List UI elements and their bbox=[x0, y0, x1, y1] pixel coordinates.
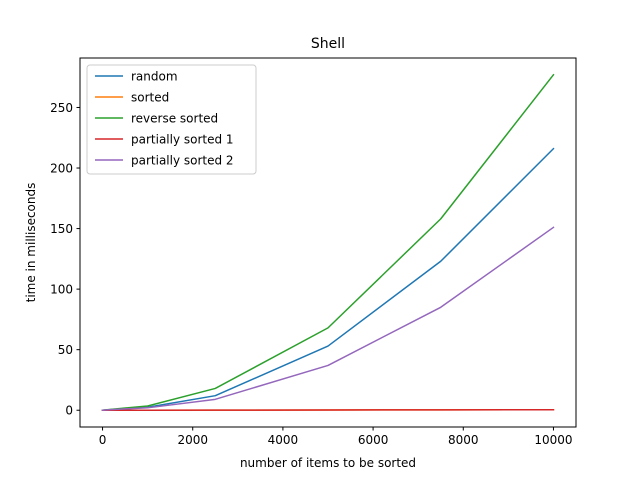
y-tick-label: 250 bbox=[50, 101, 73, 115]
legend-label: partially sorted 1 bbox=[131, 133, 234, 147]
chart-title: Shell bbox=[311, 36, 345, 52]
legend-label: sorted bbox=[131, 91, 169, 105]
legend-box bbox=[86, 64, 257, 175]
y-axis-label: time in milliseconds bbox=[24, 183, 38, 303]
y-axis-ticks: 0 50 100 150 200 250 bbox=[50, 101, 80, 418]
y-tick-label: 200 bbox=[50, 162, 73, 176]
x-tick-label: 8000 bbox=[448, 433, 479, 447]
y-tick-label: 50 bbox=[58, 343, 73, 357]
legend: random sorted reverse sorted partially sort… bbox=[86, 64, 257, 175]
series-lines bbox=[101, 73, 555, 412]
series-line-partially-sorted-2 bbox=[101, 226, 555, 412]
x-axis-ticks: 0 2000 4000 6000 8000 10000 bbox=[99, 427, 573, 447]
x-tick-label: 2000 bbox=[177, 433, 208, 447]
x-axis-label: number of items to be sorted bbox=[240, 456, 416, 470]
legend-label: random bbox=[131, 70, 178, 84]
y-tick-label: 100 bbox=[50, 283, 73, 297]
legend-label: partially sorted 2 bbox=[131, 154, 234, 168]
x-tick-label: 6000 bbox=[358, 433, 389, 447]
legend-label: reverse sorted bbox=[131, 112, 218, 126]
y-tick-label: 0 bbox=[65, 404, 73, 418]
series-line-random bbox=[101, 147, 555, 412]
x-tick-label: 0 bbox=[99, 433, 107, 447]
axes-frame bbox=[79, 57, 577, 428]
y-tick-label: 150 bbox=[50, 222, 73, 236]
x-tick-label: 4000 bbox=[268, 433, 299, 447]
x-tick-label: 10000 bbox=[534, 433, 572, 447]
